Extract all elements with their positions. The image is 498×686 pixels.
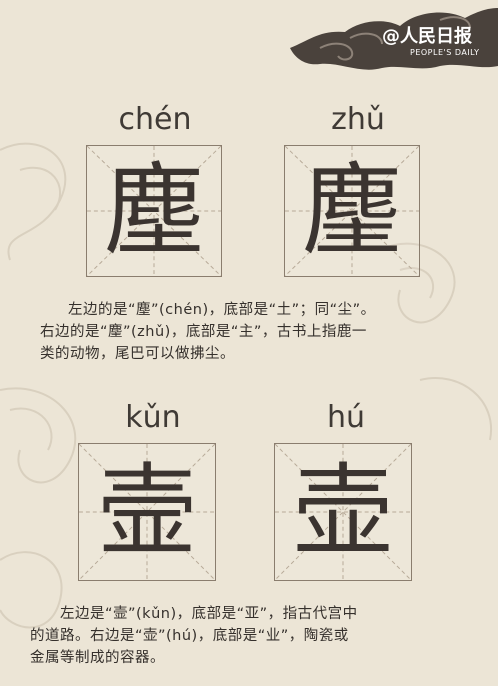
peoples-daily-logo: @人民日报 PEOPLE'S DAILY [382,22,492,66]
pinyin-zhu: zhǔ [331,102,385,137]
grid-guides [285,146,419,276]
character-grid-chen: 塵 [86,145,222,277]
hanzi-kun: 壸 [97,453,197,570]
logo-text: @人民日报 [382,26,472,47]
hanzi-hu: 壶 [293,453,393,570]
description-line: 左边的是“塵”(chén)，底部是“土”；同“尘”。 [68,302,376,318]
pinyin-hu: hú [326,400,366,435]
pinyin-kun: kǔn [125,400,181,435]
pinyin-chen: chén [118,102,192,137]
grid-guides [275,444,411,580]
grid-guides [87,146,221,276]
character-grid-zhu: 麈 [284,145,420,277]
character-grid-hu: 壶 [274,443,412,581]
description-line: 右边的是“麈”(zhǔ)，底部是“主”，古书上指鹿一 [40,324,367,340]
description-line: 左边是“壸”(kǔn)，底部是“亚”，指古代宫中 [60,606,358,622]
character-grid-kun: 壸 [78,443,216,581]
description-line: 类的动物，尾巴可以做拂尘。 [40,346,235,362]
description-section-2: 左边是“壸”(kǔn)，底部是“亚”，指古代宫中 的道路。右边是“壶”(hú)，… [30,603,358,669]
logo-subtext: PEOPLE'S DAILY [410,48,480,57]
hanzi-zhu: 麈 [302,152,402,269]
description-line: 的道路。右边是“壶”(hú)，底部是“业”，陶瓷或 [30,628,349,644]
grid-guides [79,444,215,580]
description-section-1: 左边的是“塵”(chén)，底部是“土”；同“尘”。 右边的是“麈”(zhǔ)，… [40,299,376,365]
hanzi-chen: 塵 [104,152,204,269]
description-line: 金属等制成的容器。 [30,650,165,666]
cloud-banner [290,8,498,70]
